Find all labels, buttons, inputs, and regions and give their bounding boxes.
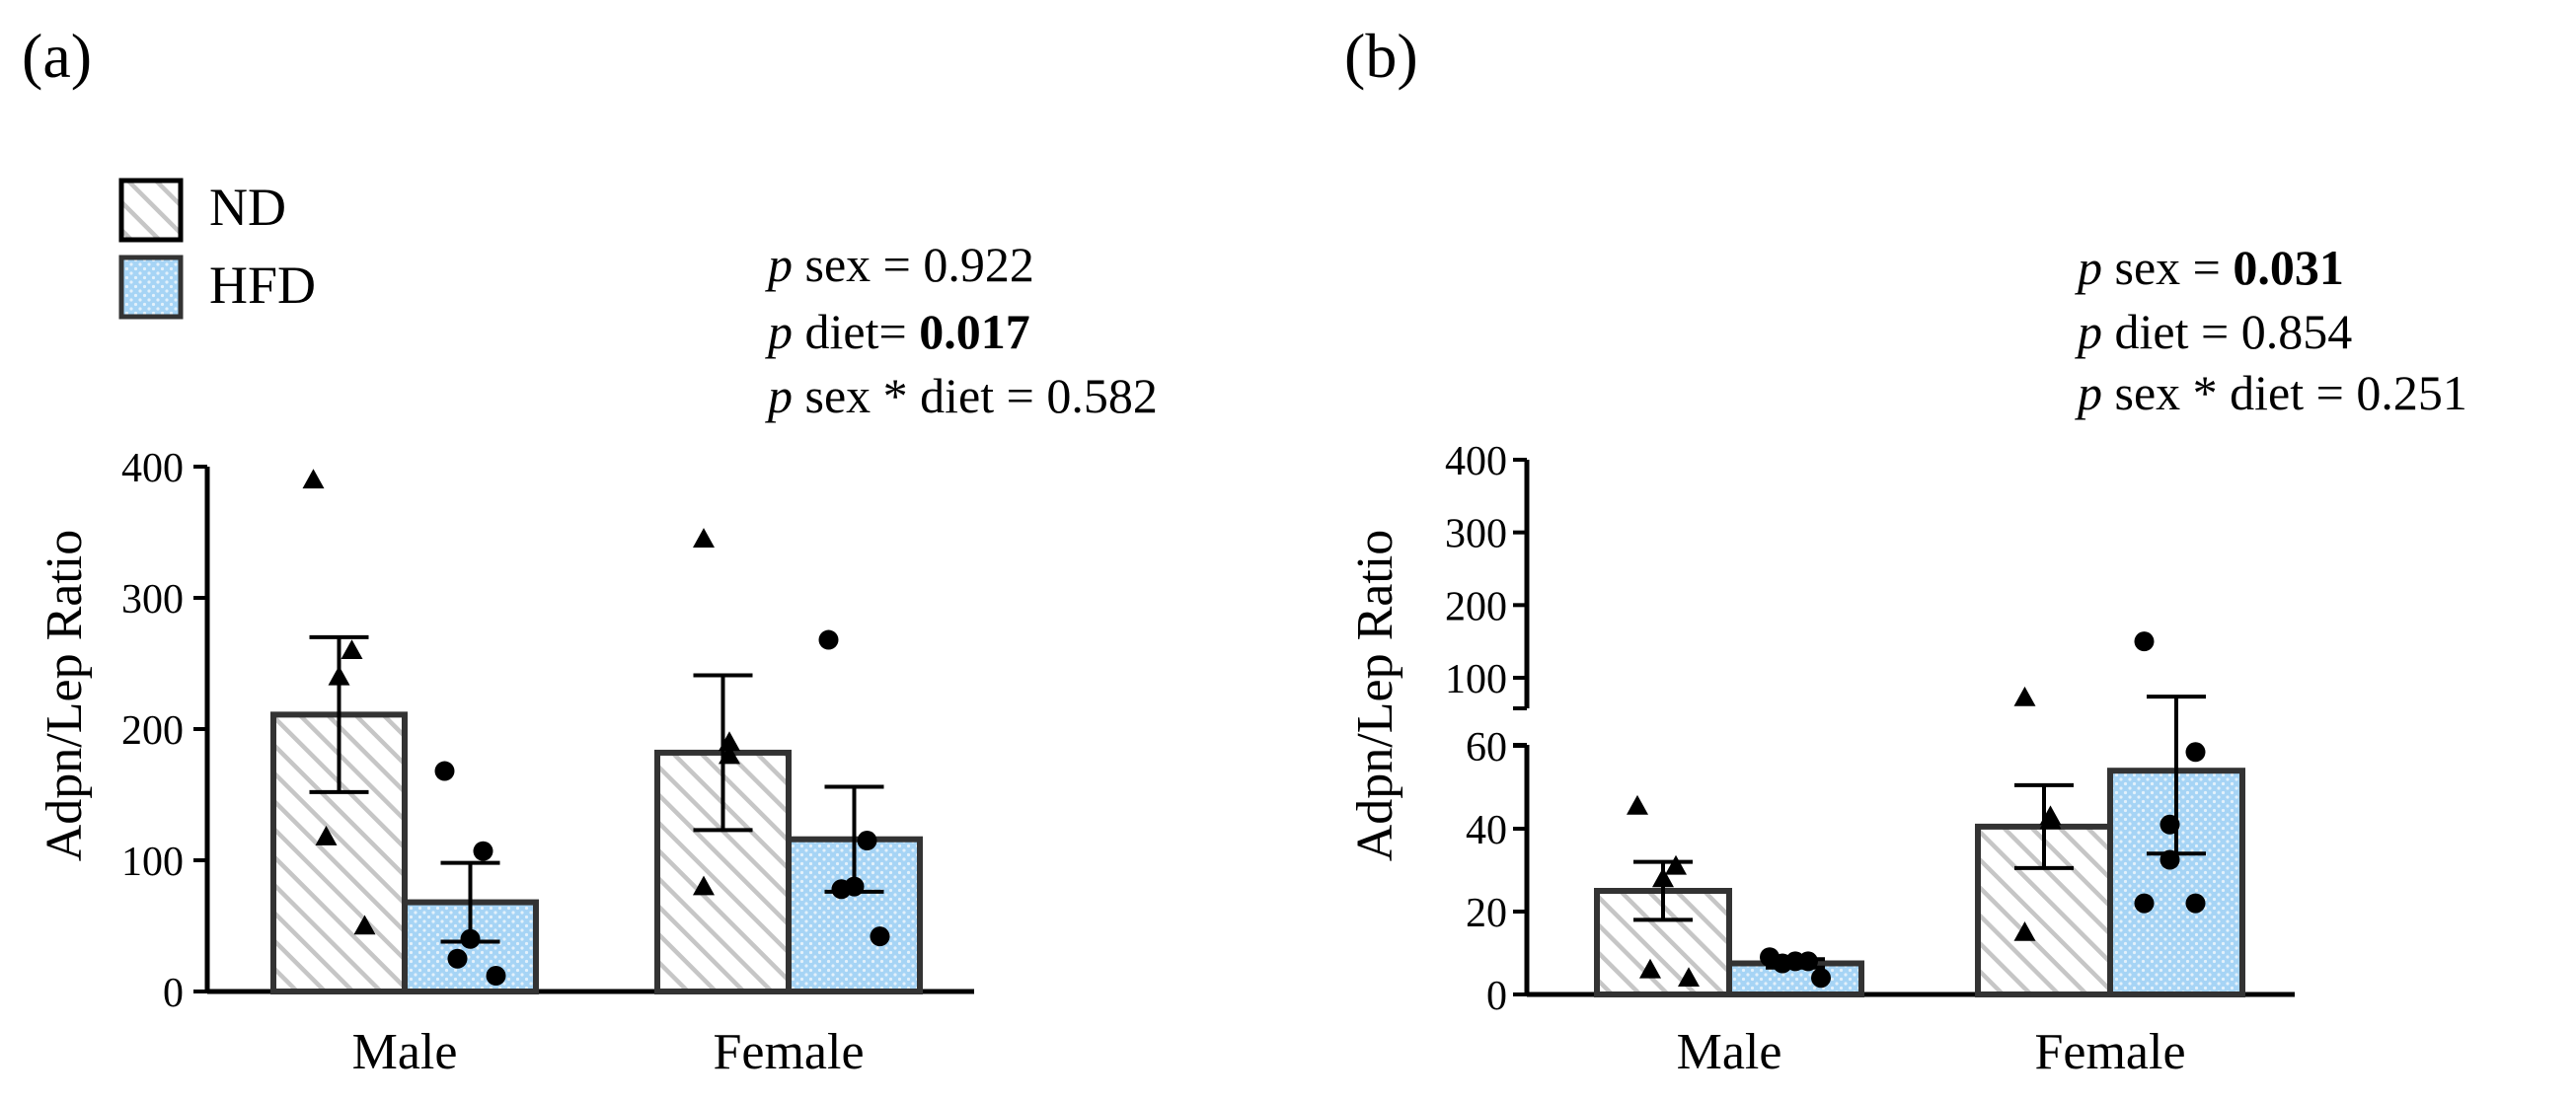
point-hfd-female bbox=[2185, 742, 2206, 763]
point-nd-female bbox=[2039, 809, 2062, 830]
point-nd-female bbox=[693, 528, 715, 548]
point-nd-male bbox=[1665, 854, 1687, 875]
point-hfd-female bbox=[2159, 849, 2180, 870]
chart-b: 0 20 40 60 100 200 300 400 Male Female bbox=[1445, 439, 2295, 1080]
y-tick-label-40: 40 bbox=[1466, 808, 1507, 853]
stat-diet: p diet= 0.017 bbox=[765, 304, 1030, 359]
x-tick-label-male: Male bbox=[1677, 1024, 1782, 1080]
point-nd-male bbox=[302, 469, 325, 489]
stat-sex-diet: p sex * diet = 0.251 bbox=[2075, 365, 2467, 420]
y-tick-label-200: 200 bbox=[1445, 584, 1507, 629]
point-nd-male bbox=[1639, 958, 1661, 979]
panel-label-a: (a) bbox=[22, 21, 92, 91]
stat-sex-diet: p sex * diet = 0.582 bbox=[765, 368, 1158, 423]
chart-a: 0 100 200 300 400 Male Female bbox=[121, 446, 974, 1080]
point-nd-female bbox=[2013, 921, 2036, 941]
point-hfd-male bbox=[1773, 953, 1792, 974]
stat-sex: p sex = 0.031 bbox=[2075, 240, 2344, 295]
x-tick-label-female: Female bbox=[2034, 1024, 2185, 1080]
point-hfd-male bbox=[486, 966, 506, 987]
stats-panel-a: p sex = 0.922 p diet= 0.017 p sex * diet… bbox=[765, 237, 1158, 423]
point-nd-male bbox=[1627, 794, 1648, 815]
legend: ND HFD bbox=[118, 178, 316, 320]
y-tick-label-100: 100 bbox=[1445, 657, 1507, 702]
y-tick-label-60: 60 bbox=[1466, 725, 1507, 771]
panel-label-b: (b) bbox=[1344, 21, 1418, 91]
point-nd-male bbox=[328, 665, 350, 686]
point-hfd-female bbox=[857, 831, 877, 851]
x-tick-label-female: Female bbox=[713, 1024, 864, 1080]
stat-diet: p diet = 0.854 bbox=[2075, 304, 2352, 359]
y-tick-label-400: 400 bbox=[121, 446, 184, 491]
point-nd-male bbox=[1678, 967, 1700, 987]
point-hfd-female bbox=[818, 629, 839, 650]
legend-label-nd: ND bbox=[209, 178, 286, 237]
point-hfd-male bbox=[460, 928, 481, 949]
point-hfd-female bbox=[2134, 893, 2155, 914]
point-nd-male bbox=[341, 639, 363, 659]
y-tick-label-20: 20 bbox=[1466, 891, 1507, 936]
x-tick-label-male: Male bbox=[352, 1024, 458, 1080]
point-nd-female bbox=[693, 875, 715, 896]
y-tick-label-300: 300 bbox=[121, 577, 184, 623]
legend-label-hfd: HFD bbox=[209, 256, 316, 315]
point-hfd-male bbox=[434, 761, 455, 781]
legend-swatch-nd bbox=[118, 178, 184, 243]
point-hfd-male bbox=[473, 841, 493, 861]
legend-swatch-hfd bbox=[118, 255, 184, 320]
point-nd-male bbox=[353, 915, 376, 935]
point-hfd-female bbox=[831, 879, 852, 900]
point-hfd-female bbox=[2134, 631, 2155, 652]
y-tick-label-0: 0 bbox=[1486, 974, 1507, 1019]
point-hfd-male bbox=[447, 948, 468, 969]
point-hfd-female bbox=[870, 926, 890, 947]
y-axis-label-b: Adpn/Lep Ratio bbox=[1347, 530, 1403, 862]
point-hfd-female bbox=[2185, 893, 2206, 914]
stat-sex: p sex = 0.922 bbox=[765, 237, 1034, 292]
point-hfd-male bbox=[1811, 968, 1831, 989]
point-nd-male bbox=[315, 826, 338, 845]
point-nd-female bbox=[719, 744, 740, 765]
point-nd-female bbox=[719, 731, 740, 752]
point-nd-female bbox=[2013, 686, 2036, 706]
point-nd-male bbox=[1652, 867, 1674, 888]
point-hfd-female bbox=[2159, 814, 2180, 835]
y-tick-label-100: 100 bbox=[121, 840, 184, 885]
stats-panel-b: p sex = 0.031 p diet = 0.854 p sex * die… bbox=[2075, 240, 2467, 420]
y-tick-label-300: 300 bbox=[1445, 512, 1507, 557]
y-axis-label-a: Adpn/Lep Ratio bbox=[37, 530, 93, 862]
y-tick-label-0: 0 bbox=[163, 971, 184, 1016]
y-tick-label-400: 400 bbox=[1445, 439, 1507, 484]
y-tick-label-200: 200 bbox=[121, 708, 184, 754]
